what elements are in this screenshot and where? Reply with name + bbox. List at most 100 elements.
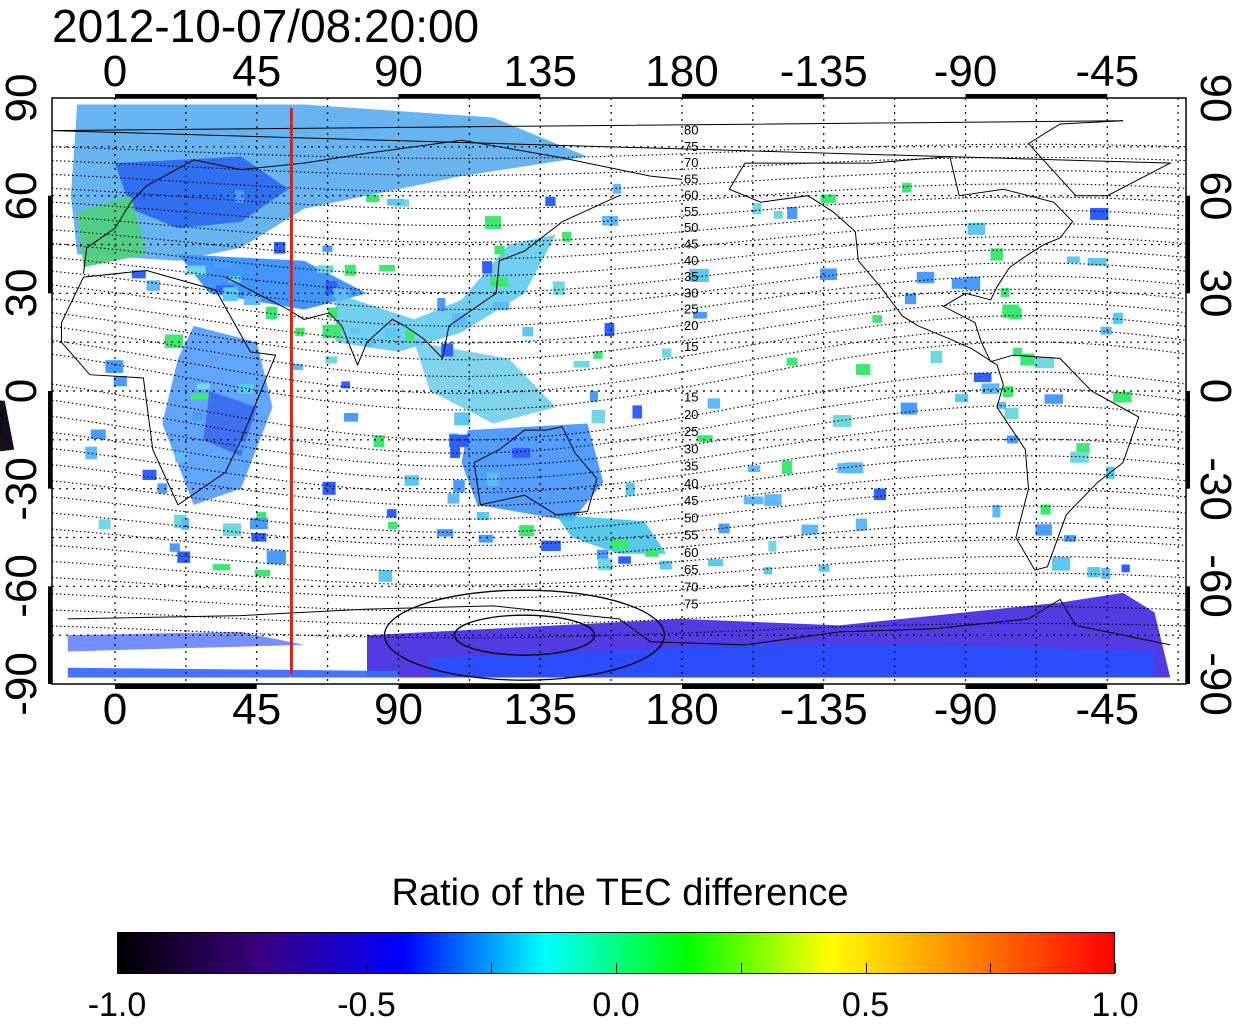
tec-tile (930, 350, 943, 364)
tec-tile (512, 448, 531, 458)
tec-tile (873, 488, 887, 501)
tec-tile (322, 245, 333, 252)
tec-tile (855, 518, 868, 531)
frame-segment (965, 684, 1108, 689)
contour-label: 15 (684, 390, 698, 405)
tec-tile (177, 551, 191, 563)
contour-line (51, 143, 1187, 160)
contour-line (51, 589, 1187, 612)
tec-tile (562, 231, 572, 242)
tec-tile (604, 322, 615, 337)
tec-tile (228, 276, 241, 283)
tec-tile (378, 570, 392, 582)
frame-segment (48, 195, 52, 294)
tec-tile (904, 293, 917, 305)
tec-tile (613, 184, 622, 194)
tec-tile (325, 356, 338, 364)
tec-tile (973, 372, 992, 383)
tec-tile (322, 324, 342, 339)
tec-tile (341, 381, 351, 389)
longitude-tick-label: -135 (779, 47, 868, 96)
tec-tile (763, 567, 772, 575)
tec-tile (436, 529, 454, 537)
contour-label: 55 (684, 528, 698, 543)
longitude-tick-label: 135 (503, 47, 577, 96)
tec-tile (786, 357, 798, 366)
tec-tile (992, 504, 1001, 518)
tec-tile (1012, 347, 1022, 356)
tec-region (67, 631, 304, 652)
longitude-tick-label: 0 (102, 47, 128, 96)
tec-tile (856, 364, 871, 375)
tec-tile (405, 329, 415, 341)
tec-tile (317, 265, 334, 273)
tec-tile (350, 328, 361, 335)
latitude-tick-label: 90 (0, 73, 46, 123)
tec-tile (131, 270, 146, 279)
tec-tile (661, 348, 672, 358)
colorbar-tick (366, 963, 368, 973)
tec-tile (1076, 443, 1090, 454)
tec-tile (743, 496, 764, 505)
contour-line (51, 249, 1187, 294)
tec-tile (196, 383, 210, 390)
frame-segment (965, 94, 1108, 98)
colorbar-tick (740, 963, 742, 973)
longitude-tick-label: 180 (645, 685, 719, 734)
longitude-tick-label: -90 (933, 47, 998, 96)
tec-tile (1121, 564, 1130, 573)
tec-tile (344, 412, 359, 422)
coastline (473, 426, 598, 516)
contour-label: 30 (684, 285, 698, 300)
tec-tile (478, 534, 493, 543)
contour-label: 40 (684, 253, 698, 268)
contour-line (51, 606, 1187, 626)
contour-line (51, 539, 1187, 573)
tec-tile (169, 543, 180, 552)
tec-tile (1000, 288, 1010, 298)
frame-segment (115, 684, 257, 689)
tec-tile (344, 264, 356, 276)
tec-tile (384, 328, 400, 338)
latitude-tick-label: 60 (0, 171, 46, 221)
frame-segment (682, 94, 824, 98)
tec-tile (1100, 326, 1112, 335)
longitude-tick-label: 0 (102, 685, 128, 734)
contour-label: 60 (684, 188, 698, 203)
latitude-tick-label: -60 (0, 554, 46, 619)
tec-tile (659, 560, 672, 570)
tec-tile (597, 549, 609, 560)
tec-tile (142, 469, 157, 481)
tec-tile (837, 463, 858, 473)
frame-segment (682, 684, 824, 689)
frame-segment (398, 684, 541, 689)
longitude-tick-label: 45 (232, 685, 282, 734)
latitude-tick-label: -90 (1191, 652, 1240, 716)
latitude-tick-label: 60 (1191, 171, 1240, 221)
latitude-tick-label: -30 (1191, 456, 1240, 521)
tec-tile (295, 327, 305, 337)
tec-tile (379, 264, 396, 272)
tec-tile (476, 511, 489, 520)
contour-line (51, 262, 1187, 310)
longitude-tick-label: -45 (1075, 47, 1140, 96)
coastlines (51, 120, 1173, 646)
tec-tile (181, 517, 190, 530)
tec-region (335, 234, 556, 352)
tec-tile (752, 203, 762, 215)
contour-line (51, 209, 1187, 243)
tec-tile (1063, 535, 1077, 542)
tec-tile (388, 521, 398, 530)
frame-segment (1186, 391, 1190, 489)
frame-segment (115, 94, 257, 98)
latitude-tick-label: -60 (1191, 554, 1240, 619)
tec-tile (1052, 556, 1071, 571)
tec-tile (291, 363, 304, 371)
tec-tile (965, 276, 981, 290)
tec-tile (902, 182, 912, 193)
tec-tile (404, 475, 419, 486)
latitude-tick-label: 0 (0, 378, 46, 404)
tec-tile (747, 465, 761, 472)
tec-tile (492, 302, 510, 311)
tec-tile (333, 287, 349, 297)
